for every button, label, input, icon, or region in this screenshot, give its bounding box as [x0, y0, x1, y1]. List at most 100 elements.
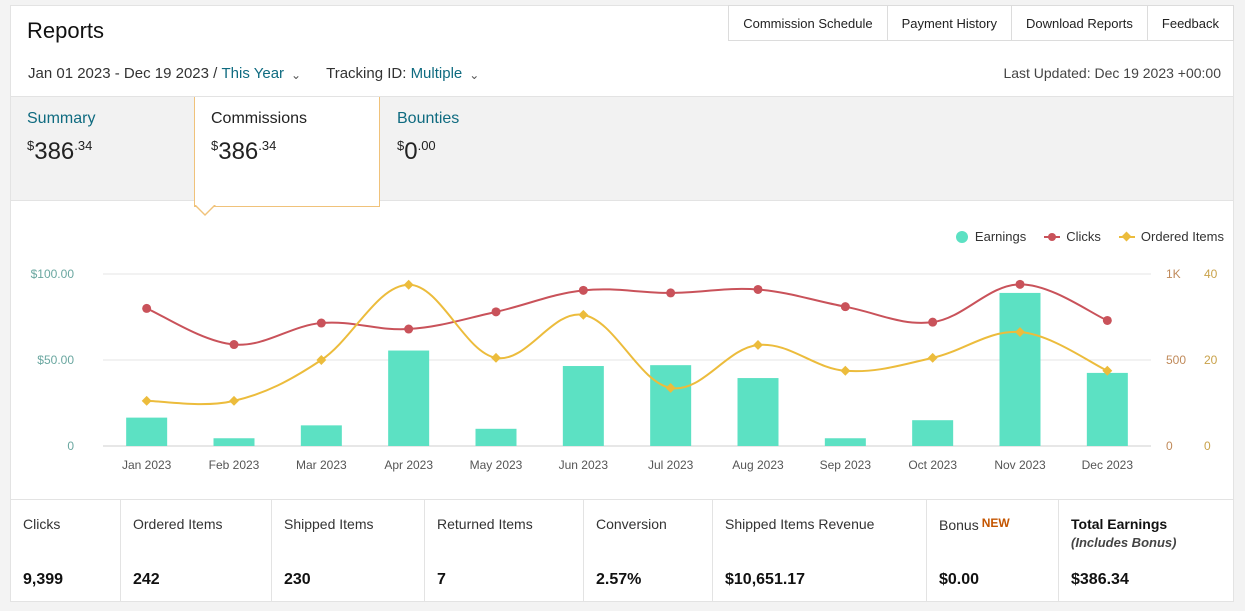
clicks-point	[753, 284, 763, 294]
stat-sublabel: (Includes Bonus)	[1071, 535, 1177, 550]
download-reports-link[interactable]: Download Reports	[1011, 5, 1148, 41]
last-updated: Last Updated: Dec 19 2023 +00:00	[1003, 65, 1221, 81]
tab-summary-label: Summary	[27, 110, 96, 127]
clicks-point	[491, 307, 501, 317]
clicks-point	[316, 318, 326, 328]
legend-clicks[interactable]: Clicks	[1044, 229, 1101, 244]
x-axis-tick: Mar 2023	[296, 458, 347, 472]
clicks-axis-tick: 0	[1166, 439, 1173, 453]
clicks-point	[928, 317, 938, 327]
clicks-point	[404, 324, 414, 334]
tab-bounties-value: $0.00	[397, 138, 436, 165]
left-axis-tick: $100.00	[31, 267, 75, 281]
stat-shipped-items: Shipped Items 230	[272, 500, 425, 602]
legend-earnings[interactable]: Earnings	[955, 229, 1027, 244]
x-axis-tick: Feb 2023	[209, 458, 260, 472]
legend-earnings-swatch	[955, 230, 968, 243]
combo-chart: 0 $50.00 $100.00 0 500 1K 0 20 40 Jan 2023 Feb 202…	[31, 267, 1218, 472]
ordered-items-point	[403, 279, 414, 290]
earnings-bar	[912, 420, 954, 446]
tab-summary-value: $386.34	[27, 138, 93, 165]
left-axis-tick: 0	[67, 439, 74, 453]
x-axis-tick: Apr 2023	[384, 458, 433, 472]
clicks-axis-tick: 500	[1166, 353, 1186, 367]
legend-earnings-label: Earnings	[974, 229, 1027, 244]
legend-ordered-swatch	[1118, 235, 1135, 238]
earnings-bar	[475, 428, 517, 446]
ordered-axis-tick: 0	[1204, 439, 1211, 453]
clicks-point	[229, 340, 239, 350]
chevron-down-icon[interactable]: ⌄	[469, 67, 480, 82]
left-axis-tick: $50.00	[37, 353, 74, 367]
ordered-items-point	[927, 352, 938, 363]
clicks-point	[666, 288, 676, 298]
tab-commissions-label: Commissions	[211, 110, 308, 127]
legend-clicks-swatch	[1044, 232, 1061, 241]
x-axis-tick: May 2023	[470, 458, 523, 472]
chart-area: Earnings Clicks Ordered Items 0 $50.00 $10…	[11, 202, 1233, 499]
payment-history-link[interactable]: Payment History	[887, 5, 1012, 41]
tab-bounties[interactable]: Bounties $0.00	[381, 97, 561, 202]
tab-commissions[interactable]: Commissions $386.34	[194, 97, 380, 207]
stat-value: $386.34	[1071, 571, 1129, 588]
tab-commissions-value: $386.34	[211, 138, 277, 165]
top-links: Commission Schedule Payment History Down…	[728, 5, 1234, 41]
stat-label: Clicks	[23, 516, 61, 532]
earnings-bar	[737, 378, 779, 446]
date-preset-dropdown[interactable]: This Year	[221, 65, 285, 82]
tab-band: Summary $386.34 Commissions $386.34 Boun…	[11, 96, 1233, 207]
earnings-bar	[300, 425, 342, 446]
earnings-bar	[388, 350, 430, 446]
chevron-down-icon[interactable]: ⌄	[291, 67, 302, 82]
x-axis-tick: Sep 2023	[820, 458, 872, 472]
earnings-bar	[213, 438, 255, 446]
x-axis-tick: Oct 2023	[908, 458, 957, 472]
x-axis-tick: Jun 2023	[559, 458, 609, 472]
active-tab-pointer	[194, 204, 216, 216]
stat-value: 7	[437, 571, 446, 588]
stat-value: $10,651.17	[725, 571, 806, 588]
x-axis-tick: Jan 2023	[122, 458, 172, 472]
stat-label: Bonus NEW	[939, 516, 1010, 533]
x-axis-tick: Nov 2023	[994, 458, 1046, 472]
new-badge: NEW	[981, 516, 1010, 530]
stat-label: Ordered Items	[133, 516, 223, 532]
ordered-axis-tick: 20	[1204, 353, 1218, 367]
stat-value: $0.00	[939, 571, 980, 588]
stat-clicks: Clicks 9,399	[11, 500, 121, 602]
legend-clicks-label: Clicks	[1066, 229, 1101, 244]
stat-label: Total Earnings	[1071, 516, 1168, 532]
tab-summary[interactable]: Summary $386.34	[11, 97, 194, 202]
tracking-id-label: Tracking ID:	[326, 65, 407, 82]
ordered-items-point	[141, 395, 152, 406]
stat-label: Conversion	[596, 516, 667, 532]
ordered-items-point	[840, 365, 851, 376]
stat-shipped-items-revenue: Shipped Items Revenue $10,651.17	[713, 500, 927, 602]
ordered-items-point	[229, 395, 239, 406]
x-axis-tick: Aug 2023	[732, 458, 784, 472]
tracking-id-dropdown[interactable]: Multiple	[410, 65, 463, 82]
chart-legend: Earnings Clicks Ordered Items	[938, 229, 1224, 244]
legend-ordered-items[interactable]: Ordered Items	[1118, 229, 1224, 244]
commission-schedule-link[interactable]: Commission Schedule	[728, 5, 888, 41]
clicks-point	[142, 303, 152, 313]
stat-label: Returned Items	[437, 516, 533, 532]
stat-value: 2.57%	[596, 571, 642, 588]
ordered-items-line	[146, 283, 1108, 406]
stat-returned-items: Returned Items 7	[425, 500, 584, 602]
stat-value: 242	[133, 571, 160, 588]
clicks-point	[1015, 279, 1025, 289]
earnings-bar	[824, 438, 866, 446]
clicks-line	[146, 283, 1108, 346]
legend-ordered-label: Ordered Items	[1140, 229, 1224, 244]
stat-bonus: Bonus NEW $0.00	[927, 500, 1059, 602]
stat-value: 230	[284, 571, 311, 588]
ordered-items-point	[665, 383, 676, 393]
feedback-link[interactable]: Feedback	[1147, 5, 1234, 41]
stat-label: Shipped Items	[284, 516, 374, 532]
earnings-bar	[999, 292, 1041, 446]
reports-card: Reports Commission Schedule Payment Hist…	[10, 5, 1234, 602]
ordered-items-point	[753, 340, 763, 350]
clicks-point	[1102, 315, 1112, 325]
tab-bounties-label: Bounties	[397, 110, 460, 127]
